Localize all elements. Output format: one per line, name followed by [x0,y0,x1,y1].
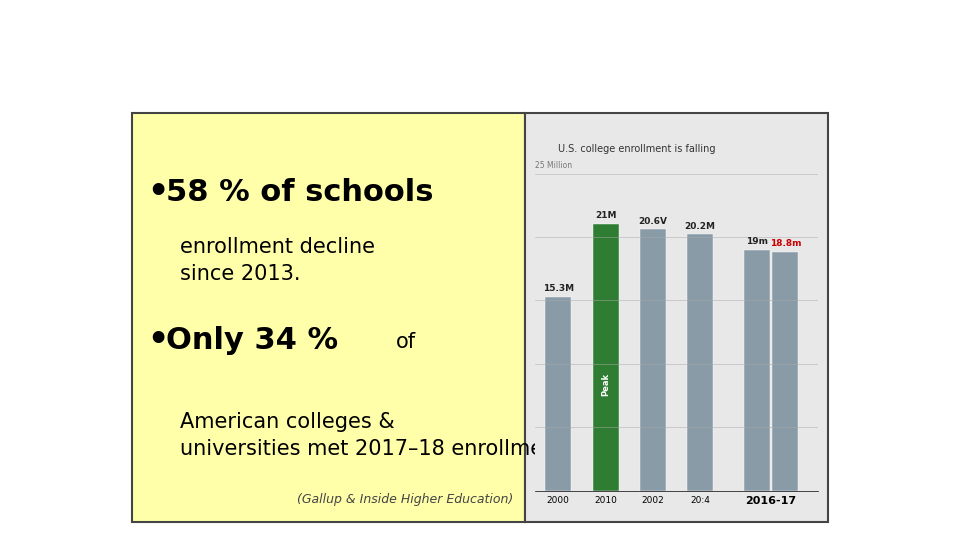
Text: 15.3M: 15.3M [542,284,574,293]
Text: 20.6V: 20.6V [638,217,667,226]
Text: 21M: 21M [595,212,616,220]
Text: 19m: 19m [746,237,768,246]
Bar [592,224,618,491]
Text: of: of [396,333,416,353]
Text: 18.8m: 18.8m [770,239,801,248]
Text: 20.2M: 20.2M [684,221,715,231]
Bar [640,230,666,491]
Bar [525,112,828,522]
Text: Less Enrollment: Less Enrollment [242,21,718,73]
Text: •: • [148,176,180,209]
Text: U.S. college enrollment is falling: U.S. college enrollment is falling [559,145,716,154]
Text: 25 Million: 25 Million [535,161,572,170]
Text: Peak: Peak [601,373,610,396]
Text: •: • [148,324,180,357]
Text: 58 % of schools: 58 % of schools [166,178,434,207]
Bar [545,296,571,491]
Text: enrollment decline
since 2013.: enrollment decline since 2013. [180,237,375,284]
Bar [772,252,799,491]
Text: (Gallup & Inside Higher Education): (Gallup & Inside Higher Education) [297,494,513,507]
Bar [132,112,525,522]
Bar [744,249,770,491]
Text: American colleges &
universities met 2017–18 enrollment targets: American colleges & universities met 201… [180,413,645,458]
Bar [687,234,713,491]
Text: Only 34 %: Only 34 % [166,326,348,355]
